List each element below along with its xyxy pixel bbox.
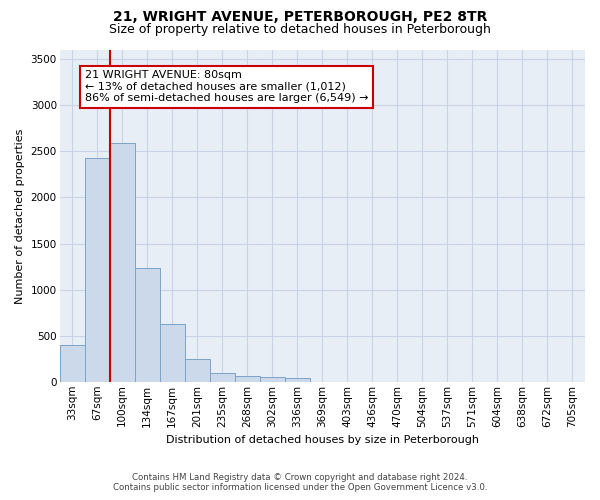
Bar [285, 378, 310, 382]
Text: Size of property relative to detached houses in Peterborough: Size of property relative to detached ho… [109, 22, 491, 36]
Bar [260, 376, 285, 382]
Bar [85, 158, 110, 382]
Text: 21 WRIGHT AVENUE: 80sqm
← 13% of detached houses are smaller (1,012)
86% of semi: 21 WRIGHT AVENUE: 80sqm ← 13% of detache… [85, 70, 368, 104]
Bar [210, 373, 235, 382]
Text: 21, WRIGHT AVENUE, PETERBOROUGH, PE2 8TR: 21, WRIGHT AVENUE, PETERBOROUGH, PE2 8TR [113, 10, 487, 24]
X-axis label: Distribution of detached houses by size in Peterborough: Distribution of detached houses by size … [166, 435, 479, 445]
Text: Contains HM Land Registry data © Crown copyright and database right 2024.
Contai: Contains HM Land Registry data © Crown c… [113, 473, 487, 492]
Y-axis label: Number of detached properties: Number of detached properties [15, 128, 25, 304]
Bar [110, 143, 134, 382]
Bar [134, 268, 160, 382]
Bar [235, 376, 260, 382]
Bar [185, 358, 210, 382]
Bar [160, 324, 185, 382]
Bar [59, 345, 85, 382]
